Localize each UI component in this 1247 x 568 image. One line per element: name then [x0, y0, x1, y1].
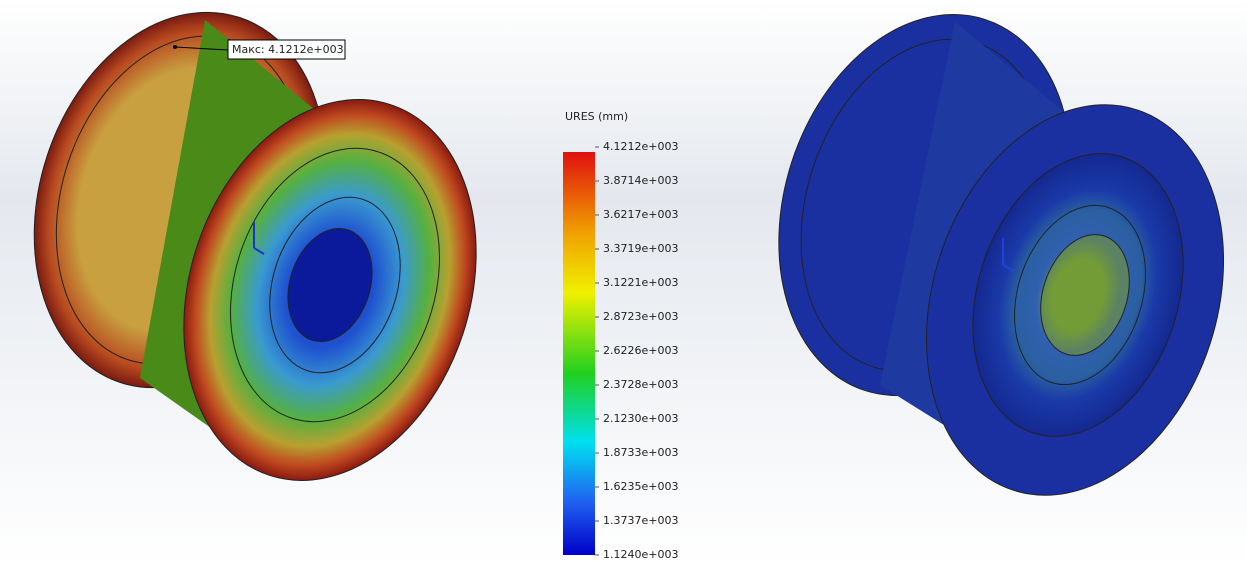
legend-label: 3.6217e+003 [603, 208, 678, 221]
legend-label: 1.8733e+003 [603, 446, 678, 459]
max-annotation: Макс: 4.1212e+003 [232, 43, 344, 56]
legend-label: 3.8714e+003 [603, 174, 678, 187]
legend-label: 3.1221e+003 [603, 276, 678, 289]
legend-label: 2.1230e+003 [603, 412, 678, 425]
legend-label: 3.3719e+003 [603, 242, 678, 255]
screenshot: Макс: 4.1212e+003 URES (mm) 4.1212e+003 3… [0, 0, 1247, 564]
legend-label: 2.6226e+003 [603, 344, 678, 357]
legend-label: 1.6235e+003 [603, 480, 678, 493]
leader-dot [173, 45, 177, 49]
legend-label: 1.1240e+003 [603, 548, 678, 561]
legend-label: 4.1212e+003 [603, 140, 678, 153]
color-bar [563, 152, 595, 555]
legend-label: 2.8723e+003 [603, 310, 678, 323]
legend-title: URES (mm) [565, 110, 628, 123]
legend-label: 2.3728e+003 [603, 378, 678, 391]
legend-label: 1.3737e+003 [603, 514, 678, 527]
